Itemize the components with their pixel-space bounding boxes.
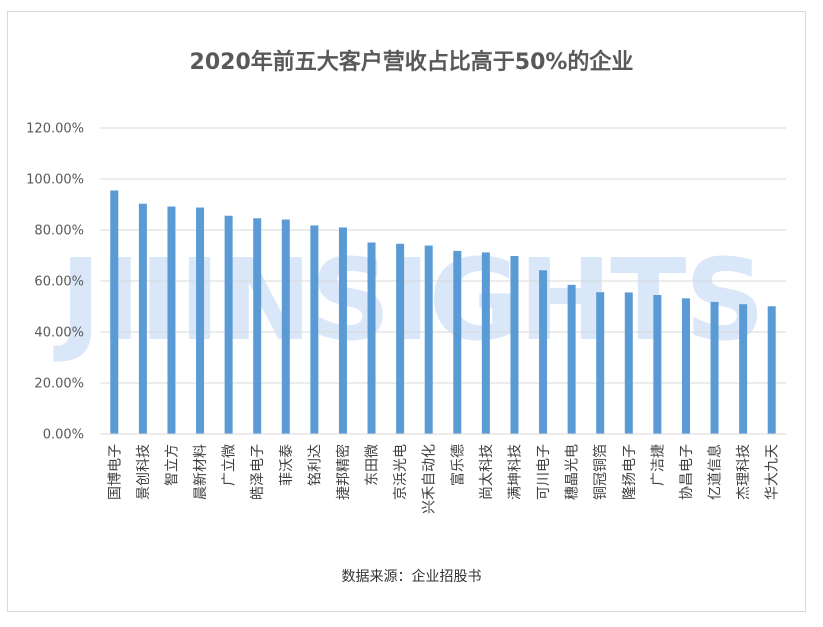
bar-华大九天 <box>767 306 776 434</box>
x-tick-label: 协昌电子 <box>679 444 695 500</box>
bar-菲沃泰 <box>281 219 290 434</box>
bar-铭利达 <box>310 225 319 434</box>
bar-隆扬电子 <box>624 292 633 434</box>
bar-穗晶光电 <box>567 284 576 434</box>
y-tick-label: 0.00% <box>43 428 84 443</box>
x-tick-label: 杰理科技 <box>736 444 752 500</box>
bar-可川电子 <box>539 270 548 434</box>
bar-晨新材料 <box>196 207 205 434</box>
x-tick-label: 国博电子 <box>106 444 123 500</box>
x-tick-label: 菲沃泰 <box>279 444 295 486</box>
x-tick-label: 晨新材料 <box>193 444 209 500</box>
x-tick-label: 亿道信息 <box>707 444 724 500</box>
bar-国博电子 <box>110 190 119 434</box>
bar-亿道信息 <box>710 301 719 434</box>
x-tick-label: 满坤科技 <box>507 444 523 500</box>
x-tick-label: 铜冠铜箔 <box>593 444 609 500</box>
bar-京浜光电 <box>396 243 405 434</box>
watermark: JIIINSIGHTS <box>59 236 765 366</box>
y-tick-label: 80.00% <box>34 224 84 239</box>
x-tick-label: 广洁捷 <box>650 444 666 486</box>
x-tick-label: 华大九天 <box>765 444 781 500</box>
bar-富乐德 <box>453 250 462 434</box>
x-tick-label: 景创科技 <box>136 444 152 500</box>
x-tick-label: 可川电子 <box>536 444 552 500</box>
bar-杰理科技 <box>739 304 748 434</box>
bar-尚太科技 <box>481 252 490 434</box>
bar-铜冠铜箔 <box>596 292 605 434</box>
x-tick-label: 捷邦精密 <box>335 444 352 500</box>
x-tick-label: 智立方 <box>164 444 180 486</box>
y-tick-label: 100.00% <box>26 173 84 188</box>
bar-广立微 <box>224 215 233 434</box>
x-tick-label: 穗晶光电 <box>565 444 581 500</box>
x-tick-label: 皓泽电子 <box>250 444 266 500</box>
y-tick-label: 40.00% <box>34 326 84 341</box>
x-tick-label: 尚太科技 <box>479 444 495 500</box>
bar-协昌电子 <box>681 298 690 434</box>
x-tick-label: 隆扬电子 <box>622 444 638 500</box>
chart-title: 2020年前五大客户营收占比高于50%的企业 <box>189 50 634 75</box>
source-note: 数据来源：企业招股书 <box>341 569 482 585</box>
bar-兴禾自动化 <box>424 245 433 434</box>
x-tick-label: 广立微 <box>222 444 238 486</box>
bar-智立方 <box>167 206 176 434</box>
x-tick-label: 京浜光电 <box>393 444 409 500</box>
x-tick-label: 兴禾自动化 <box>422 444 438 514</box>
bar-皓泽电子 <box>253 218 262 434</box>
x-tick-label: 铭利达 <box>307 444 323 486</box>
bar-广洁捷 <box>653 295 662 434</box>
bar-捷邦精密 <box>338 227 347 434</box>
bar-东田微 <box>367 242 376 434</box>
x-tick-label: 富乐德 <box>449 444 466 486</box>
bar-满坤科技 <box>510 256 519 434</box>
y-tick-label: 120.00% <box>26 122 84 137</box>
y-tick-label: 60.00% <box>34 275 84 290</box>
x-tick-label: 东田微 <box>365 444 381 486</box>
y-tick-label: 20.00% <box>34 377 84 392</box>
bar-景创科技 <box>138 203 147 434</box>
